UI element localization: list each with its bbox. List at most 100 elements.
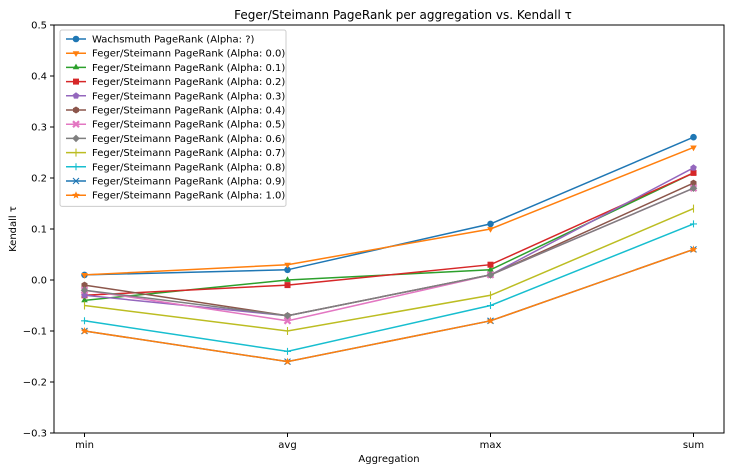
y-tick-label: 0.4 — [31, 72, 47, 83]
series-11 — [80, 245, 698, 365]
data-point — [284, 347, 291, 355]
legend-item: Feger/Steimann PageRank (Alpha: 0.7) — [66, 148, 285, 159]
y-tick-label: 0.0 — [31, 276, 47, 287]
series-line — [84, 146, 694, 276]
x-tick-label: min — [75, 440, 94, 451]
data-point — [690, 164, 697, 171]
plot-frame — [53, 24, 725, 434]
legend-label: Feger/Steimann PageRank (Alpha: 0.2) — [92, 77, 285, 88]
data-point — [283, 357, 292, 365]
series-10 — [81, 246, 697, 365]
legend-marker — [72, 63, 80, 70]
legend-label: Feger/Steimann PageRank (Alpha: 0.5) — [92, 120, 285, 131]
legend-label: Feger/Steimann PageRank (Alpha: 0.0) — [92, 49, 285, 60]
legend-label: Feger/Steimann PageRank (Alpha: 0.9) — [92, 177, 285, 188]
series-line — [84, 187, 694, 317]
y-axis-label: Kendall τ — [8, 206, 19, 252]
data-point — [690, 220, 697, 228]
data-point — [284, 266, 291, 274]
series-1 — [81, 145, 697, 279]
legend-item: Feger/Steimann PageRank (Alpha: 0.0) — [66, 49, 285, 60]
data-point — [487, 302, 494, 309]
legend-label: Feger/Steimann PageRank (Alpha: 0.8) — [92, 162, 285, 173]
legend-marker — [72, 92, 80, 99]
legend-box — [59, 29, 287, 207]
y-tick-label: 0.1 — [31, 225, 47, 236]
legend-item: Feger/Steimann PageRank (Alpha: 0.6) — [66, 134, 285, 145]
data-point — [486, 316, 495, 325]
series-9 — [81, 220, 697, 355]
legend-marker — [73, 78, 79, 85]
data-point — [80, 286, 89, 294]
legend-item: Wachsmuth PageRank (Alpha: ?) — [66, 35, 255, 46]
legend-item: Feger/Steimann PageRank (Alpha: 1.0) — [66, 191, 285, 202]
x-tick-label: sum — [683, 440, 704, 451]
legend-item: Feger/Steimann PageRank (Alpha: 0.9) — [66, 177, 285, 188]
data-point — [486, 271, 495, 279]
data-point — [690, 145, 697, 152]
data-point — [487, 266, 494, 272]
legend-marker — [72, 134, 80, 143]
series-line — [84, 207, 694, 332]
x-axis: min avg max sum — [75, 433, 704, 451]
data-point — [80, 327, 89, 335]
data-point — [81, 273, 88, 279]
legend-item: Feger/Steimann PageRank (Alpha: 0.4) — [66, 106, 285, 117]
series-line — [84, 248, 694, 363]
data-point — [284, 262, 291, 269]
data-point — [81, 296, 88, 303]
data-point — [487, 220, 494, 228]
series-line — [84, 172, 694, 297]
data-point — [487, 227, 494, 233]
legend-item: Feger/Steimann PageRank (Alpha: 0.2) — [66, 77, 285, 88]
data-point — [283, 317, 292, 325]
series-7 — [80, 184, 698, 320]
legend-marker — [72, 191, 80, 199]
legend-label: Feger/Steimann PageRank (Alpha: 0.1) — [92, 63, 285, 74]
legend-label: Feger/Steimann PageRank (Alpha: 0.3) — [92, 91, 285, 102]
legend-item: Feger/Steimann PageRank (Alpha: 0.3) — [66, 91, 285, 102]
legend-marker — [72, 51, 80, 57]
legend-marker — [72, 106, 80, 114]
data-point — [689, 184, 698, 192]
x-tick-label: max — [480, 440, 502, 451]
y-tick-label: 0.3 — [31, 123, 47, 134]
data-point — [690, 169, 697, 176]
data-point — [284, 276, 291, 282]
data-point — [689, 245, 698, 253]
legend-label: Feger/Steimann PageRank (Alpha: 0.7) — [92, 148, 285, 159]
series-layer — [80, 133, 698, 365]
legend: Wachsmuth PageRank (Alpha: ?) Feger/Steim… — [59, 29, 287, 207]
data-point — [283, 311, 292, 320]
legend-item: Feger/Steimann PageRank (Alpha: 0.8) — [66, 162, 285, 173]
legend-item: Feger/Steimann PageRank (Alpha: 0.5) — [66, 120, 285, 131]
legend-label: Feger/Steimann PageRank (Alpha: 0.4) — [92, 106, 285, 117]
y-tick-label: −0.2 — [23, 378, 47, 389]
legend-label: Wachsmuth PageRank (Alpha: ?) — [92, 35, 255, 46]
series-8 — [83, 204, 695, 335]
series-line — [84, 223, 694, 353]
y-tick-label: 0.2 — [31, 174, 47, 185]
y-tick-label: −0.1 — [23, 327, 47, 338]
data-point — [487, 261, 494, 268]
data-point — [690, 179, 697, 187]
data-point — [81, 317, 88, 325]
legend-marker — [72, 120, 80, 128]
legend-marker — [72, 177, 80, 185]
x-tick-label: avg — [278, 440, 296, 451]
y-tick-label: −0.3 — [23, 429, 47, 440]
data-point — [690, 133, 697, 141]
legend-item: Feger/Steimann PageRank (Alpha: 0.1) — [66, 63, 285, 74]
chart-title: Feger/Steimann PageRank per aggregation … — [234, 8, 572, 22]
x-axis-label: Aggregation — [358, 454, 419, 465]
y-tick-label: 0.5 — [31, 21, 47, 32]
legend-label: Feger/Steimann PageRank (Alpha: 1.0) — [92, 191, 285, 202]
y-axis: −0.3 −0.2 −0.1 0.0 0.1 0.2 0.3 0.4 0.5 — [23, 21, 54, 440]
legend-marker — [72, 35, 80, 43]
data-point — [284, 282, 291, 289]
legend-label: Feger/Steimann PageRank (Alpha: 0.6) — [92, 134, 285, 145]
data-point — [81, 281, 88, 289]
legend-marker — [72, 163, 80, 171]
series-line — [84, 187, 694, 322]
